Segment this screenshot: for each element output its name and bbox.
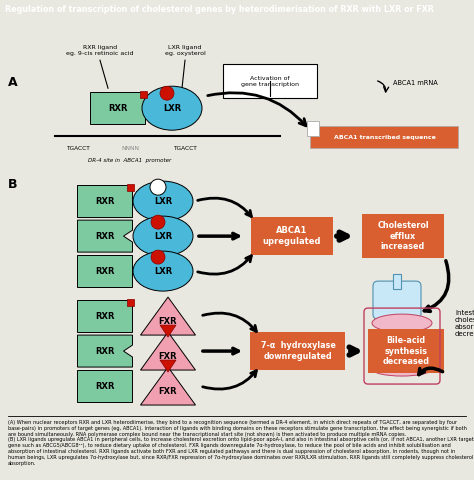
Text: FXR: FXR bbox=[159, 351, 177, 360]
Text: A: A bbox=[8, 76, 18, 89]
Text: 7-α  hydroxylase
downregulated: 7-α hydroxylase downregulated bbox=[261, 341, 336, 361]
Circle shape bbox=[151, 250, 165, 264]
FancyBboxPatch shape bbox=[78, 255, 133, 287]
Text: (A) When nuclear receptors RXR and LXR heterodiimerise, they bind to a recogniti: (A) When nuclear receptors RXR and LXR h… bbox=[8, 420, 474, 466]
Text: FXR: FXR bbox=[159, 386, 177, 396]
Text: TGACCT: TGACCT bbox=[173, 146, 197, 151]
Polygon shape bbox=[78, 220, 133, 252]
Bar bbox=[140, 91, 147, 98]
FancyBboxPatch shape bbox=[78, 185, 133, 217]
Bar bbox=[393, 274, 401, 289]
Text: LXR: LXR bbox=[163, 104, 181, 113]
FancyBboxPatch shape bbox=[251, 217, 333, 255]
Text: Activation of
gene transcription: Activation of gene transcription bbox=[241, 76, 299, 86]
Text: RXR: RXR bbox=[95, 266, 115, 276]
Ellipse shape bbox=[133, 251, 193, 291]
FancyBboxPatch shape bbox=[223, 64, 317, 98]
Polygon shape bbox=[160, 360, 176, 372]
FancyBboxPatch shape bbox=[91, 92, 146, 124]
Text: RXR ligand
eg. 9-cis retinoic acid: RXR ligand eg. 9-cis retinoic acid bbox=[66, 45, 134, 56]
Text: Bile-acid
synthesis
decreased: Bile-acid synthesis decreased bbox=[383, 336, 429, 366]
Ellipse shape bbox=[372, 314, 432, 332]
Text: Cholesterol
efflux
increased: Cholesterol efflux increased bbox=[377, 221, 429, 251]
Text: LXR: LXR bbox=[154, 232, 172, 240]
Polygon shape bbox=[140, 367, 195, 405]
Text: Regulation of transcription of cholesterol genes by heterodimerisation of RXR wi: Regulation of transcription of cholester… bbox=[5, 5, 434, 13]
Text: DR-4 site in  ABCA1  promoter: DR-4 site in ABCA1 promoter bbox=[88, 158, 172, 163]
Ellipse shape bbox=[372, 346, 432, 364]
FancyBboxPatch shape bbox=[250, 332, 346, 370]
Ellipse shape bbox=[372, 362, 432, 376]
Circle shape bbox=[150, 179, 166, 195]
FancyBboxPatch shape bbox=[368, 329, 444, 373]
Polygon shape bbox=[140, 332, 195, 370]
Text: LXR ligand
eg. oxysterol: LXR ligand eg. oxysterol bbox=[164, 45, 205, 56]
Polygon shape bbox=[78, 335, 133, 367]
Text: TGACCT: TGACCT bbox=[66, 146, 90, 151]
Text: B: B bbox=[8, 178, 18, 191]
Polygon shape bbox=[140, 297, 195, 335]
Ellipse shape bbox=[133, 216, 193, 256]
FancyBboxPatch shape bbox=[310, 126, 458, 148]
Text: ABCA1
upregulated: ABCA1 upregulated bbox=[263, 227, 321, 246]
Ellipse shape bbox=[142, 86, 202, 130]
Ellipse shape bbox=[133, 181, 193, 221]
FancyBboxPatch shape bbox=[362, 214, 444, 258]
Text: LXR: LXR bbox=[154, 197, 172, 205]
Text: LXR: LXR bbox=[154, 266, 172, 276]
Text: RXR: RXR bbox=[95, 312, 115, 321]
Ellipse shape bbox=[372, 330, 432, 348]
Circle shape bbox=[160, 86, 174, 100]
FancyBboxPatch shape bbox=[78, 370, 133, 402]
Text: RXR: RXR bbox=[95, 232, 115, 240]
Text: FXR: FXR bbox=[159, 317, 177, 325]
Bar bbox=[307, 121, 319, 136]
Text: RXR: RXR bbox=[95, 197, 115, 205]
FancyBboxPatch shape bbox=[373, 281, 421, 319]
Text: ABCA1 mRNA: ABCA1 mRNA bbox=[392, 80, 438, 86]
Text: Intestinal
cholesterol
absorption
decreased: Intestinal cholesterol absorption decrea… bbox=[455, 310, 474, 336]
Text: RXR: RXR bbox=[95, 382, 115, 391]
Text: RXR: RXR bbox=[95, 347, 115, 356]
Text: RXR: RXR bbox=[108, 104, 128, 113]
Polygon shape bbox=[160, 325, 176, 337]
Text: NNNN: NNNN bbox=[121, 146, 139, 151]
Circle shape bbox=[151, 215, 165, 229]
FancyBboxPatch shape bbox=[78, 300, 133, 332]
Bar bbox=[128, 299, 135, 306]
Text: ABCA1 transcribed sequence: ABCA1 transcribed sequence bbox=[334, 135, 436, 140]
Bar bbox=[128, 184, 135, 191]
